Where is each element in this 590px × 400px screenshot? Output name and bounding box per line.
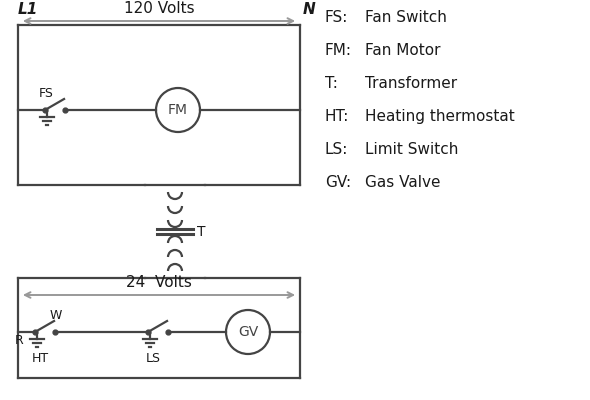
Text: 120 Volts: 120 Volts [124, 1, 194, 16]
Text: GV:: GV: [325, 175, 351, 190]
Text: FS:: FS: [325, 10, 348, 25]
Text: N: N [303, 2, 316, 17]
Text: Fan Switch: Fan Switch [365, 10, 447, 25]
Text: HT: HT [31, 352, 48, 365]
Text: Gas Valve: Gas Valve [365, 175, 441, 190]
Text: Heating thermostat: Heating thermostat [365, 109, 514, 124]
Text: 24  Volts: 24 Volts [126, 275, 192, 290]
Text: W: W [50, 309, 62, 322]
Text: FM: FM [168, 103, 188, 117]
Text: L1: L1 [18, 2, 38, 17]
Text: R: R [15, 334, 24, 347]
Text: T: T [197, 224, 205, 238]
Text: Transformer: Transformer [365, 76, 457, 91]
Text: T:: T: [325, 76, 338, 91]
Text: LS: LS [146, 352, 160, 365]
Text: Limit Switch: Limit Switch [365, 142, 458, 157]
Text: Fan Motor: Fan Motor [365, 43, 441, 58]
Text: GV: GV [238, 325, 258, 339]
Text: FM:: FM: [325, 43, 352, 58]
Text: FS: FS [38, 87, 54, 100]
Text: HT:: HT: [325, 109, 349, 124]
Text: LS:: LS: [325, 142, 348, 157]
